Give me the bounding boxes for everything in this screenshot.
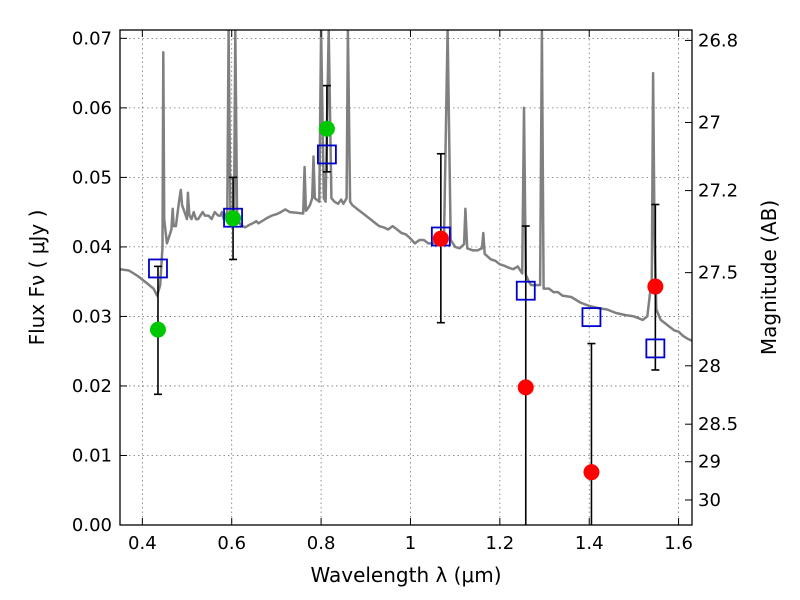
x-tick-label: 0.4 [128, 533, 157, 554]
low-significance-point [432, 230, 449, 247]
detection-point [225, 210, 242, 227]
y-tick-label: 0.07 [72, 28, 112, 49]
model-square-marker [223, 207, 243, 228]
y2-tick-label: 27.2 [698, 181, 738, 202]
x-tick-label: 1.2 [486, 533, 515, 554]
y2-tick-label: 27.5 [698, 263, 738, 284]
y2-axis-title: Magnitude (AB) [757, 200, 781, 355]
spectrum-line [120, 30, 692, 342]
x-tick-label: 0.8 [307, 533, 336, 554]
low-significance-point [647, 278, 664, 295]
model-square-marker [581, 307, 602, 328]
y-tick-label: 0.04 [72, 237, 112, 258]
y2-tick-label: 30 [698, 490, 721, 511]
y-tick-label: 0.05 [72, 167, 112, 188]
x-tick-label: 1.4 [575, 533, 604, 554]
y-tick-label: 0.00 [72, 515, 112, 536]
model-square-marker [645, 338, 666, 359]
x-axis-title: Wavelength λ (μm) [310, 563, 501, 587]
y2-tick-label: 28.5 [698, 414, 738, 435]
y-tick-label: 0.02 [72, 376, 112, 397]
y2-tick-label: 29 [698, 452, 721, 473]
detection-point [318, 120, 335, 137]
y-tick-label: 0.06 [72, 98, 112, 119]
y2-tick-label: 26.8 [698, 30, 738, 51]
y2-tick-label: 27 [698, 112, 721, 133]
axes: 0.4 0.6 0.8 1 1.2 1.4 1.6 0.00 0.01 0.02 0.03 0.04 0… [72, 28, 738, 554]
model-square-marker [148, 258, 168, 279]
detection-point [149, 321, 166, 338]
x-tick-label: 1.6 [664, 533, 693, 554]
model-square-marker [515, 280, 536, 301]
y-tick-label: 0.03 [72, 306, 112, 327]
axes-frame [119, 29, 693, 526]
low-significance-point [517, 379, 534, 396]
low-significance-point [583, 464, 600, 481]
y-tick-label: 0.01 [72, 445, 112, 466]
x-tick-label: 0.6 [217, 533, 246, 554]
y-axis-title: Flux Fν ( μJy ) [25, 210, 49, 346]
plot-area [120, 30, 692, 525]
y2-tick-label: 28 [698, 356, 721, 377]
grid [120, 30, 692, 526]
x-tick-label: 1 [405, 533, 416, 554]
model-square-marker [317, 144, 337, 165]
